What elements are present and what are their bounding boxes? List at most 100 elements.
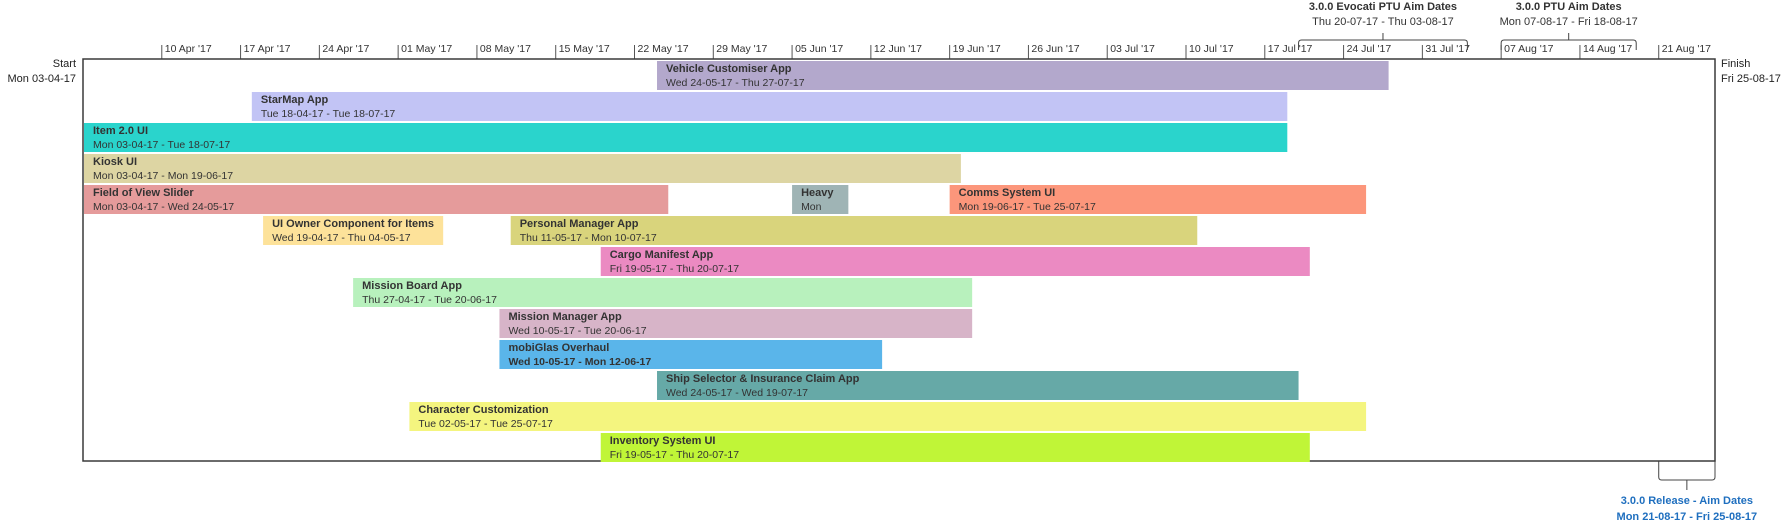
- task-dates: Wed 10-05-17 - Mon 12-06-17: [508, 356, 651, 368]
- task-name: Inventory System UI: [610, 435, 716, 447]
- task-dates: Wed 24-05-17 - Wed 19-07-17: [666, 387, 808, 399]
- bracket-title: 3.0.0 PTU Aim Dates: [1516, 1, 1622, 13]
- bracket-line: [1658, 461, 1716, 490]
- task-dates: Wed 19-04-17 - Thu 04-05-17: [272, 232, 411, 244]
- axis-tick-label: 03 Jul '17: [1110, 43, 1155, 55]
- bracket-title: 3.0.0 Evocati PTU Aim Dates: [1309, 1, 1457, 13]
- task-name: Character Customization: [418, 404, 548, 416]
- task-dates: Mon 03-04-17 - Mon 19-06-17: [93, 170, 233, 182]
- task-bar: Heavy Mon: [792, 185, 849, 214]
- task-bar-fill: [251, 92, 1288, 121]
- task-dates: Tue 02-05-17 - Tue 25-07-17: [418, 418, 553, 430]
- task-bar: Ship Selector & Insurance Claim App Wed 2…: [657, 371, 1299, 400]
- task-bars: Vehicle Customiser App Wed 24-05-17 - Thu…: [84, 61, 1389, 462]
- bracket-line: [1500, 33, 1637, 50]
- axis-tick-label: 26 Jun '17: [1031, 43, 1079, 55]
- bracket-dates: Mon 21-08-17 - Fri 25-08-17: [1617, 511, 1758, 523]
- task-bar-fill: [792, 185, 849, 214]
- axis-tick-label: 07 Aug '17: [1504, 43, 1553, 55]
- task-bar: Character Customization Tue 02-05-17 - Tu…: [409, 402, 1367, 431]
- axis-tick-label: 21 Aug '17: [1662, 43, 1711, 55]
- task-bar-fill: [510, 216, 1198, 245]
- task-bar: Field of View Slider Mon 03-04-17 - Wed 2…: [84, 185, 669, 214]
- axis-tick-label: 10 Apr '17: [165, 43, 212, 55]
- axis-tick-label: 05 Jun '17: [795, 43, 843, 55]
- task-bar: Mission Board App Thu 27-04-17 - Tue 20-0…: [353, 278, 973, 307]
- task-bar: UI Owner Component for Items Wed 19-04-17…: [263, 216, 444, 245]
- axis-tick-label: 14 Aug '17: [1583, 43, 1632, 55]
- task-name: Ship Selector & Insurance Claim App: [666, 373, 860, 385]
- task-name: Mission Manager App: [508, 311, 622, 323]
- axis-tick-label: 17 Jul '17: [1268, 43, 1313, 55]
- axis-tick-label: 17 Apr '17: [244, 43, 291, 55]
- task-dates: Thu 11-05-17 - Mon 10-07-17: [520, 232, 657, 244]
- task-bar-fill: [499, 340, 883, 369]
- task-bar-fill: [657, 61, 1389, 90]
- axis-tick-label: 24 Apr '17: [322, 43, 369, 55]
- bracket-line: [1298, 33, 1468, 50]
- task-bar-fill: [84, 154, 961, 183]
- axis-tick-label: 15 May '17: [559, 43, 610, 55]
- task-bar: Inventory System UI Fri 19-05-17 - Thu 20…: [600, 433, 1310, 462]
- aim-date-brackets: 3.0.0 Evocati PTU Aim Dates Thu 20-07-17 …: [1298, 1, 1758, 523]
- task-name: Personal Manager App: [520, 218, 639, 230]
- bracket-title: 3.0.0 Release - Aim Dates: [1621, 495, 1753, 507]
- task-dates: Fri 19-05-17 - Thu 20-07-17: [610, 449, 740, 461]
- task-name: StarMap App: [261, 94, 329, 106]
- finish-label: Finish: [1721, 58, 1750, 70]
- task-bar: Kiosk UI Mon 03-04-17 - Mon 19-06-17: [84, 154, 961, 183]
- task-bar-fill: [949, 185, 1367, 214]
- task-bar-fill: [600, 433, 1310, 462]
- task-dates: Mon 19-06-17 - Tue 25-07-17: [959, 201, 1096, 213]
- task-dates: Wed 10-05-17 - Tue 20-06-17: [508, 325, 646, 337]
- task-bar-fill: [84, 185, 669, 214]
- task-bar: mobiGlas Overhaul Wed 10-05-17 - Mon 12-0…: [499, 340, 883, 369]
- task-bar: Mission Manager App Wed 10-05-17 - Tue 20…: [499, 309, 973, 338]
- task-bar-fill: [263, 216, 444, 245]
- task-bar-fill: [499, 309, 973, 338]
- task-dates: Thu 27-04-17 - Tue 20-06-17: [362, 294, 497, 306]
- task-dates: Mon 03-04-17 - Wed 24-05-17: [93, 201, 234, 213]
- timeline-axis: 10 Apr '17 17 Apr '17 24 Apr '17 01 May '17…: [83, 43, 1715, 60]
- start-date: Mon 03-04-17: [8, 73, 77, 85]
- task-bar: Vehicle Customiser App Wed 24-05-17 - Thu…: [657, 61, 1389, 90]
- start-label: Start: [53, 58, 76, 70]
- task-name: Comms System UI: [959, 187, 1056, 199]
- task-name: Item 2.0 UI: [93, 125, 148, 137]
- axis-tick-label: 24 Jul '17: [1347, 43, 1392, 55]
- axis-tick-label: 19 Jun '17: [953, 43, 1001, 55]
- task-bar-fill: [353, 278, 973, 307]
- task-bar: StarMap App Tue 18-04-17 - Tue 18-07-17: [251, 92, 1288, 121]
- aim-date-bracket: 3.0.0 PTU Aim Dates Mon 07-08-17 - Fri 18…: [1500, 1, 1638, 50]
- bracket-dates: Mon 07-08-17 - Fri 18-08-17: [1500, 16, 1638, 28]
- task-name: Field of View Slider: [93, 187, 194, 199]
- task-name: UI Owner Component for Items: [272, 218, 434, 230]
- task-name: Mission Board App: [362, 280, 462, 292]
- task-bar-fill: [657, 371, 1299, 400]
- task-name: Heavy: [801, 187, 834, 199]
- task-name: Cargo Manifest App: [610, 249, 714, 261]
- axis-tick-label: 10 Jul '17: [1189, 43, 1234, 55]
- task-bar-fill: [409, 402, 1367, 431]
- aim-date-bracket: 3.0.0 Evocati PTU Aim Dates Thu 20-07-17 …: [1298, 1, 1468, 50]
- task-dates: Mon: [801, 201, 822, 213]
- task-name: Kiosk UI: [93, 156, 137, 168]
- task-dates: Tue 18-04-17 - Tue 18-07-17: [261, 108, 396, 120]
- task-bar: Item 2.0 UI Mon 03-04-17 - Tue 18-07-17: [84, 123, 1288, 152]
- task-bar: Comms System UI Mon 19-06-17 - Tue 25-07-…: [949, 185, 1367, 214]
- task-bar-fill: [84, 123, 1288, 152]
- axis-tick-label: 12 Jun '17: [874, 43, 922, 55]
- task-dates: Mon 03-04-17 - Tue 18-07-17: [93, 139, 230, 151]
- task-bar-fill: [600, 247, 1310, 276]
- task-bar: Cargo Manifest App Fri 19-05-17 - Thu 20-…: [600, 247, 1310, 276]
- task-dates: Fri 19-05-17 - Thu 20-07-17: [610, 263, 740, 275]
- axis-tick-label: 08 May '17: [480, 43, 531, 55]
- axis-tick-label: 29 May '17: [716, 43, 767, 55]
- task-dates: Wed 24-05-17 - Thu 27-07-17: [666, 77, 805, 89]
- axis-tick-label: 01 May '17: [401, 43, 452, 55]
- axis-tick-label: 22 May '17: [638, 43, 689, 55]
- task-name: mobiGlas Overhaul: [508, 342, 609, 354]
- finish-date: Fri 25-08-17: [1721, 73, 1781, 85]
- task-bar: Personal Manager App Thu 11-05-17 - Mon 1…: [510, 216, 1198, 245]
